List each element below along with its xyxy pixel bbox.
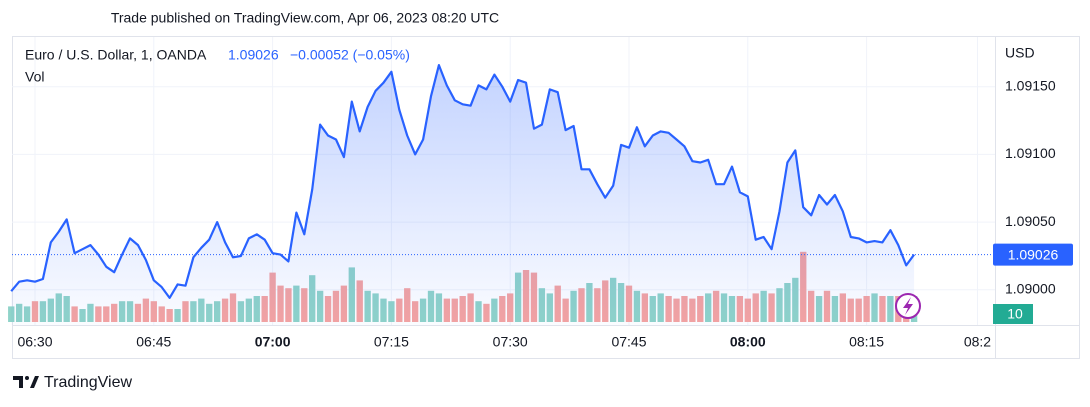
x-tick-label: 07:45 <box>611 334 646 350</box>
x-tick-label: 07:15 <box>374 334 409 350</box>
x-tick-label: 06:45 <box>136 334 171 350</box>
y-tick-label: 1.09100 <box>1005 145 1056 161</box>
x-tick-label: 08:00 <box>730 334 766 350</box>
x-tick-label: 07:00 <box>255 334 291 350</box>
volume-legend: Vol <box>25 69 44 85</box>
axes: 1.09000 1.09050 1.09100 1.09150 06:30 06:45 07… <box>17 77 1073 350</box>
brand-name: TradingView <box>44 374 132 391</box>
lightning-icon <box>895 293 921 319</box>
last-volume-box <box>993 304 1033 324</box>
legend-title: Euro / U.S. Dollar, 1, OANDA <box>25 47 207 63</box>
area-fill <box>11 65 915 325</box>
legend-change: −0.00052 (−0.05%) <box>290 47 410 63</box>
y-tick-label: 1.09000 <box>1005 281 1056 297</box>
legend-price: 1.09026 <box>228 47 279 63</box>
x-tick-label: 08:2 <box>964 334 991 350</box>
y-tick-label: 1.09150 <box>1005 77 1056 93</box>
last-price-box <box>993 243 1073 266</box>
price-line <box>10 63 915 299</box>
x-tick-label: 08:15 <box>849 334 884 350</box>
last-price-label: 1.09026 <box>1008 246 1059 262</box>
x-tick-label: 06:30 <box>17 334 52 350</box>
y-tick-label: 1.09050 <box>1005 213 1056 229</box>
frame <box>12 36 1080 359</box>
last-volume-label: 10 <box>1007 306 1023 322</box>
currency-label: USD <box>1005 45 1035 61</box>
published-note: Trade published on TradingView.com, Apr … <box>111 10 499 26</box>
price-series <box>10 63 995 325</box>
brand-logo: TradingView <box>13 374 132 391</box>
x-tick-label: 07:30 <box>493 334 528 350</box>
